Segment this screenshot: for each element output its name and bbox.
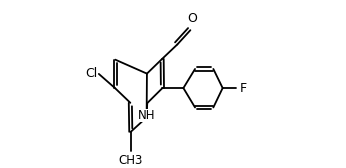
Text: O: O: [188, 12, 197, 25]
Text: Cl: Cl: [85, 67, 98, 80]
Text: F: F: [240, 81, 247, 95]
Text: CH3: CH3: [119, 154, 143, 167]
Text: NH: NH: [138, 109, 156, 121]
